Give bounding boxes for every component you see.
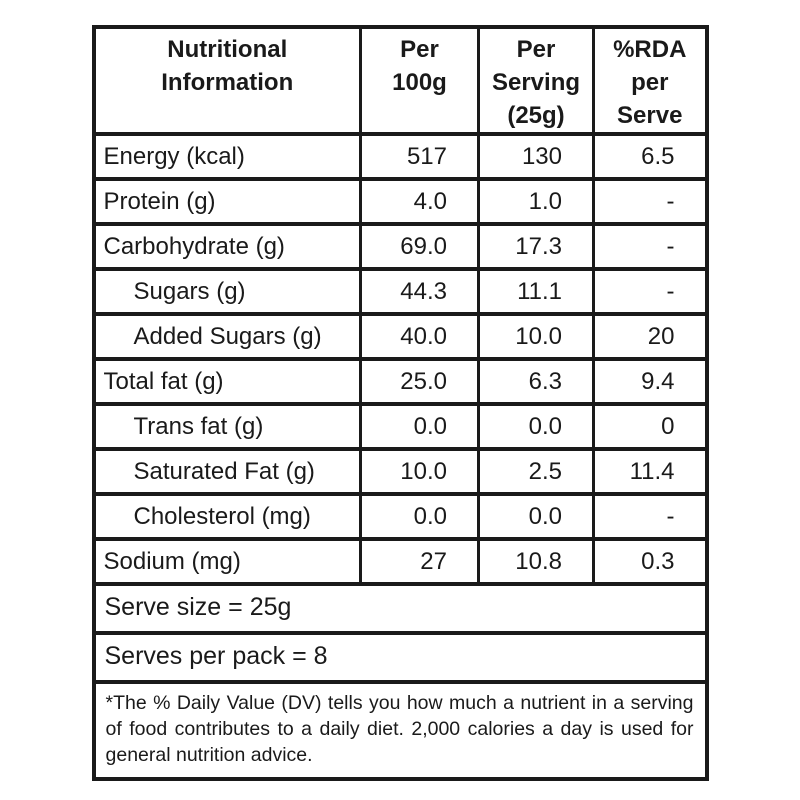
col-header-per-serving: Per Serving (25g) (477, 25, 595, 136)
per-100g-value: 10.0 (359, 447, 480, 496)
table-row-trans-fat: Trans fat (g) 0.0 0.0 0 (92, 402, 708, 451)
rda-value: 0 (592, 402, 708, 451)
per-serving-value: 10.8 (477, 537, 595, 586)
row-label: Sodium (mg) (92, 537, 362, 586)
row-label: Sugars (g) (92, 267, 362, 316)
row-label: Trans fat (g) (92, 402, 362, 451)
nutrition-table: Nutritional Information Per 100g Per Ser… (91, 25, 709, 781)
rda-value: - (592, 222, 708, 271)
table-row-cholesterol: Cholesterol (mg) 0.0 0.0 - (92, 492, 708, 541)
table-row-saturated-fat: Saturated Fat (g) 10.0 2.5 11.4 (92, 447, 708, 496)
daily-value-footnote: *The % Daily Value (DV) tells you how mu… (92, 680, 708, 781)
table-row-added-sugars: Added Sugars (g) 40.0 10.0 20 (92, 312, 708, 361)
footnote-row: *The % Daily Value (DV) tells you how mu… (92, 680, 708, 781)
rda-value: - (592, 177, 708, 226)
rda-value: 0.3 (592, 537, 708, 586)
rda-value: 6.5 (592, 132, 708, 181)
rda-value: 9.4 (592, 357, 708, 406)
per-100g-value: 517 (359, 132, 480, 181)
col-header-rda-per-serve: %RDA per Serve (592, 25, 708, 136)
per-serving-value: 1.0 (477, 177, 595, 226)
per-serving-value: 10.0 (477, 312, 595, 361)
table-row-sugars: Sugars (g) 44.3 11.1 - (92, 267, 708, 316)
rda-value: 11.4 (592, 447, 708, 496)
table-row-carbohydrate: Carbohydrate (g) 69.0 17.3 - (92, 222, 708, 271)
per-serving-value: 0.0 (477, 492, 595, 541)
per-100g-value: 25.0 (359, 357, 480, 406)
rda-value: - (592, 492, 708, 541)
serve-size-row: Serve size = 25g (92, 582, 708, 635)
per-100g-value: 40.0 (359, 312, 480, 361)
serves-per-pack-row: Serves per pack = 8 (92, 631, 708, 684)
table-row-protein: Protein (g) 4.0 1.0 - (92, 177, 708, 226)
rda-value: 20 (592, 312, 708, 361)
col-header-per-100g: Per 100g (359, 25, 480, 136)
per-serving-value: 2.5 (477, 447, 595, 496)
row-label: Added Sugars (g) (92, 312, 362, 361)
per-serving-value: 11.1 (477, 267, 595, 316)
per-100g-value: 4.0 (359, 177, 480, 226)
per-100g-value: 69.0 (359, 222, 480, 271)
header-row: Nutritional Information Per 100g Per Ser… (92, 25, 708, 136)
per-100g-value: 44.3 (359, 267, 480, 316)
per-100g-value: 0.0 (359, 492, 480, 541)
row-label: Saturated Fat (g) (92, 447, 362, 496)
per-100g-value: 0.0 (359, 402, 480, 451)
serves-per-pack-text: Serves per pack = 8 (92, 631, 708, 684)
row-label: Carbohydrate (g) (92, 222, 362, 271)
per-serving-value: 6.3 (477, 357, 595, 406)
row-label: Protein (g) (92, 177, 362, 226)
per-100g-value: 27 (359, 537, 480, 586)
per-serving-value: 130 (477, 132, 595, 181)
row-label: Energy (kcal) (92, 132, 362, 181)
per-serving-value: 0.0 (477, 402, 595, 451)
row-label: Total fat (g) (92, 357, 362, 406)
row-label: Cholesterol (mg) (92, 492, 362, 541)
table-row-sodium: Sodium (mg) 27 10.8 0.3 (92, 537, 708, 586)
rda-value: - (592, 267, 708, 316)
table-row-energy: Energy (kcal) 517 130 6.5 (92, 132, 708, 181)
per-serving-value: 17.3 (477, 222, 595, 271)
col-header-nutritional-information: Nutritional Information (92, 25, 362, 136)
table-row-total-fat: Total fat (g) 25.0 6.3 9.4 (92, 357, 708, 406)
serve-size-text: Serve size = 25g (92, 582, 708, 635)
